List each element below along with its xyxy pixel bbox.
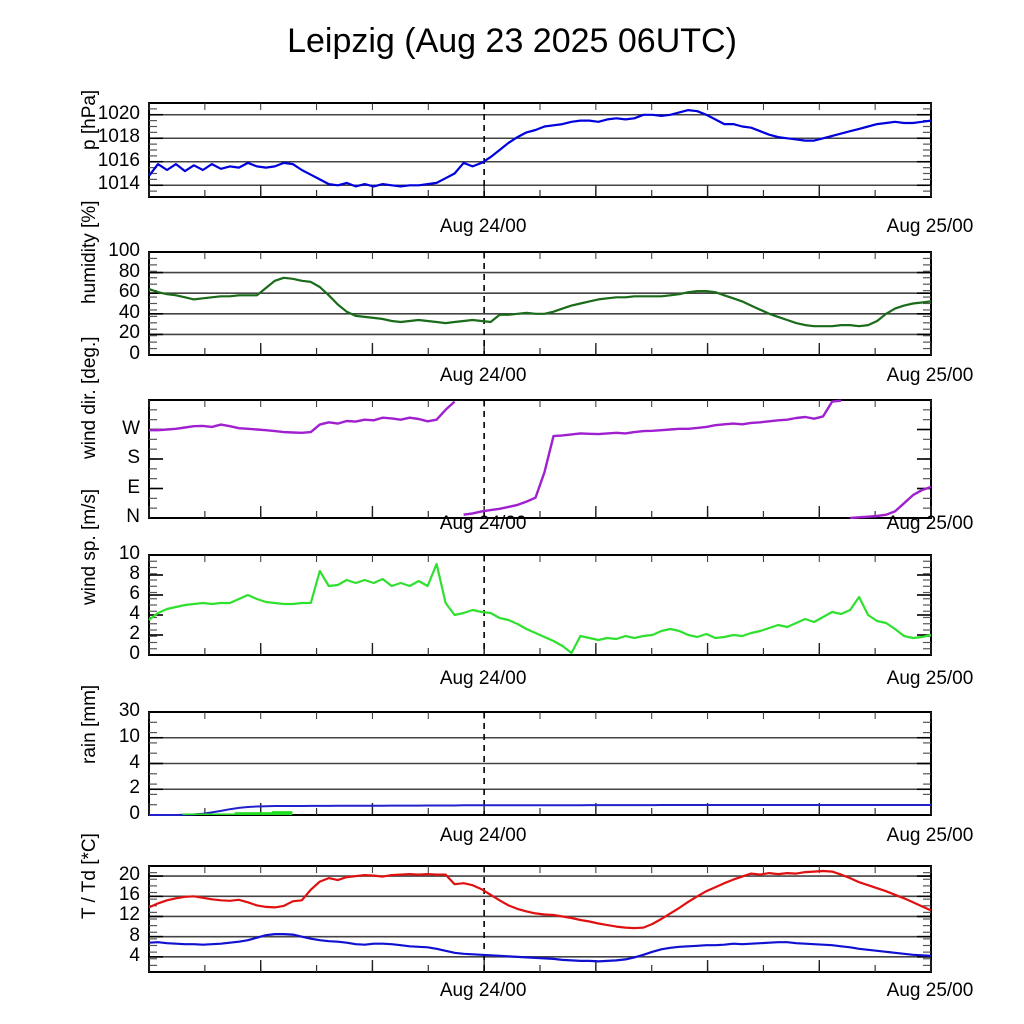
series-rh — [148, 276, 932, 328]
ytick-pressure-2: 1018 — [97, 126, 140, 148]
series-ff — [148, 562, 932, 655]
ytick-humidity-0: 0 — [129, 343, 140, 364]
plot-frame — [148, 554, 932, 656]
plot-temperature — [148, 865, 932, 973]
xtick-wind_speed-1: Aug 25/00 — [886, 668, 974, 689]
plot-wind_speed — [148, 554, 932, 656]
ytick-humidity-5: 100 — [108, 240, 140, 261]
xtick-wind_direction-0: Aug 24/00 — [439, 513, 527, 534]
ytick-temperature-1: 8 — [129, 924, 140, 946]
xtick-humidity-1: Aug 25/00 — [886, 365, 974, 386]
rain-bar — [182, 813, 235, 815]
series-dd — [149, 400, 456, 434]
ytick-rain-2: 4 — [129, 751, 140, 773]
plot-pressure — [148, 102, 932, 198]
ytick-pressure-0: 1014 — [97, 173, 140, 195]
ytick-wind_speed-2: 4 — [129, 603, 140, 624]
page-title: Leipzig (Aug 23 2025 06UTC) — [287, 22, 737, 60]
ytick-rain-0: 0 — [129, 803, 140, 824]
xtick-rain-0: Aug 24/00 — [439, 825, 527, 846]
xtick-wind_speed-0: Aug 24/00 — [439, 668, 527, 689]
series-dd — [463, 399, 842, 516]
ytick-wind_speed-5: 10 — [118, 543, 140, 564]
ytick-wind_speed-4: 8 — [129, 563, 140, 584]
plot-humidity — [148, 251, 932, 356]
ytick-pressure-1: 1016 — [97, 149, 140, 171]
xtick-pressure-1: Aug 25/00 — [886, 216, 974, 237]
series-p — [148, 109, 932, 188]
ytick-temperature-3: 16 — [118, 884, 140, 906]
ytick-temperature-2: 12 — [118, 904, 140, 926]
plot-wind_direction — [148, 399, 932, 519]
ytick-humidity-3: 60 — [118, 281, 140, 303]
series-dd — [850, 485, 932, 519]
plot-frame — [148, 251, 932, 356]
ytick-rain-4: 30 — [118, 700, 140, 721]
ytick-humidity-1: 20 — [118, 322, 140, 344]
ytick-humidity-2: 40 — [118, 301, 140, 323]
rain-bar — [271, 811, 293, 815]
ytick-wind_direction-1: E — [127, 476, 140, 498]
ytick-wind_speed-0: 0 — [129, 643, 140, 664]
ytick-pressure-3: 1020 — [97, 102, 140, 124]
ytick-wind_direction-2: S — [127, 447, 140, 468]
plot-frame — [148, 102, 932, 198]
plot-rain — [148, 711, 932, 816]
xtick-rain-1: Aug 25/00 — [886, 825, 974, 846]
xtick-temperature-1: Aug 25/00 — [886, 980, 974, 1001]
rain-bar — [234, 812, 272, 815]
series-Td — [148, 933, 932, 963]
ytick-wind_direction-0: N — [126, 506, 140, 527]
series-T — [148, 869, 932, 930]
ytick-temperature-0: 4 — [129, 944, 140, 966]
ytick-wind_speed-3: 6 — [129, 583, 140, 604]
series-accumulated — [149, 804, 931, 816]
xtick-wind_direction-1: Aug 25/00 — [886, 513, 974, 534]
ytick-temperature-4: 20 — [118, 864, 140, 886]
xtick-humidity-0: Aug 24/00 — [439, 365, 527, 386]
ytick-wind_speed-1: 2 — [129, 623, 140, 644]
ytick-rain-3: 10 — [118, 725, 140, 747]
ytick-humidity-4: 80 — [118, 260, 140, 282]
ytick-rain-1: 2 — [129, 777, 140, 799]
xtick-temperature-0: Aug 24/00 — [439, 980, 527, 1001]
ytick-wind_direction-3: W — [122, 417, 140, 439]
xtick-pressure-0: Aug 24/00 — [439, 216, 527, 237]
